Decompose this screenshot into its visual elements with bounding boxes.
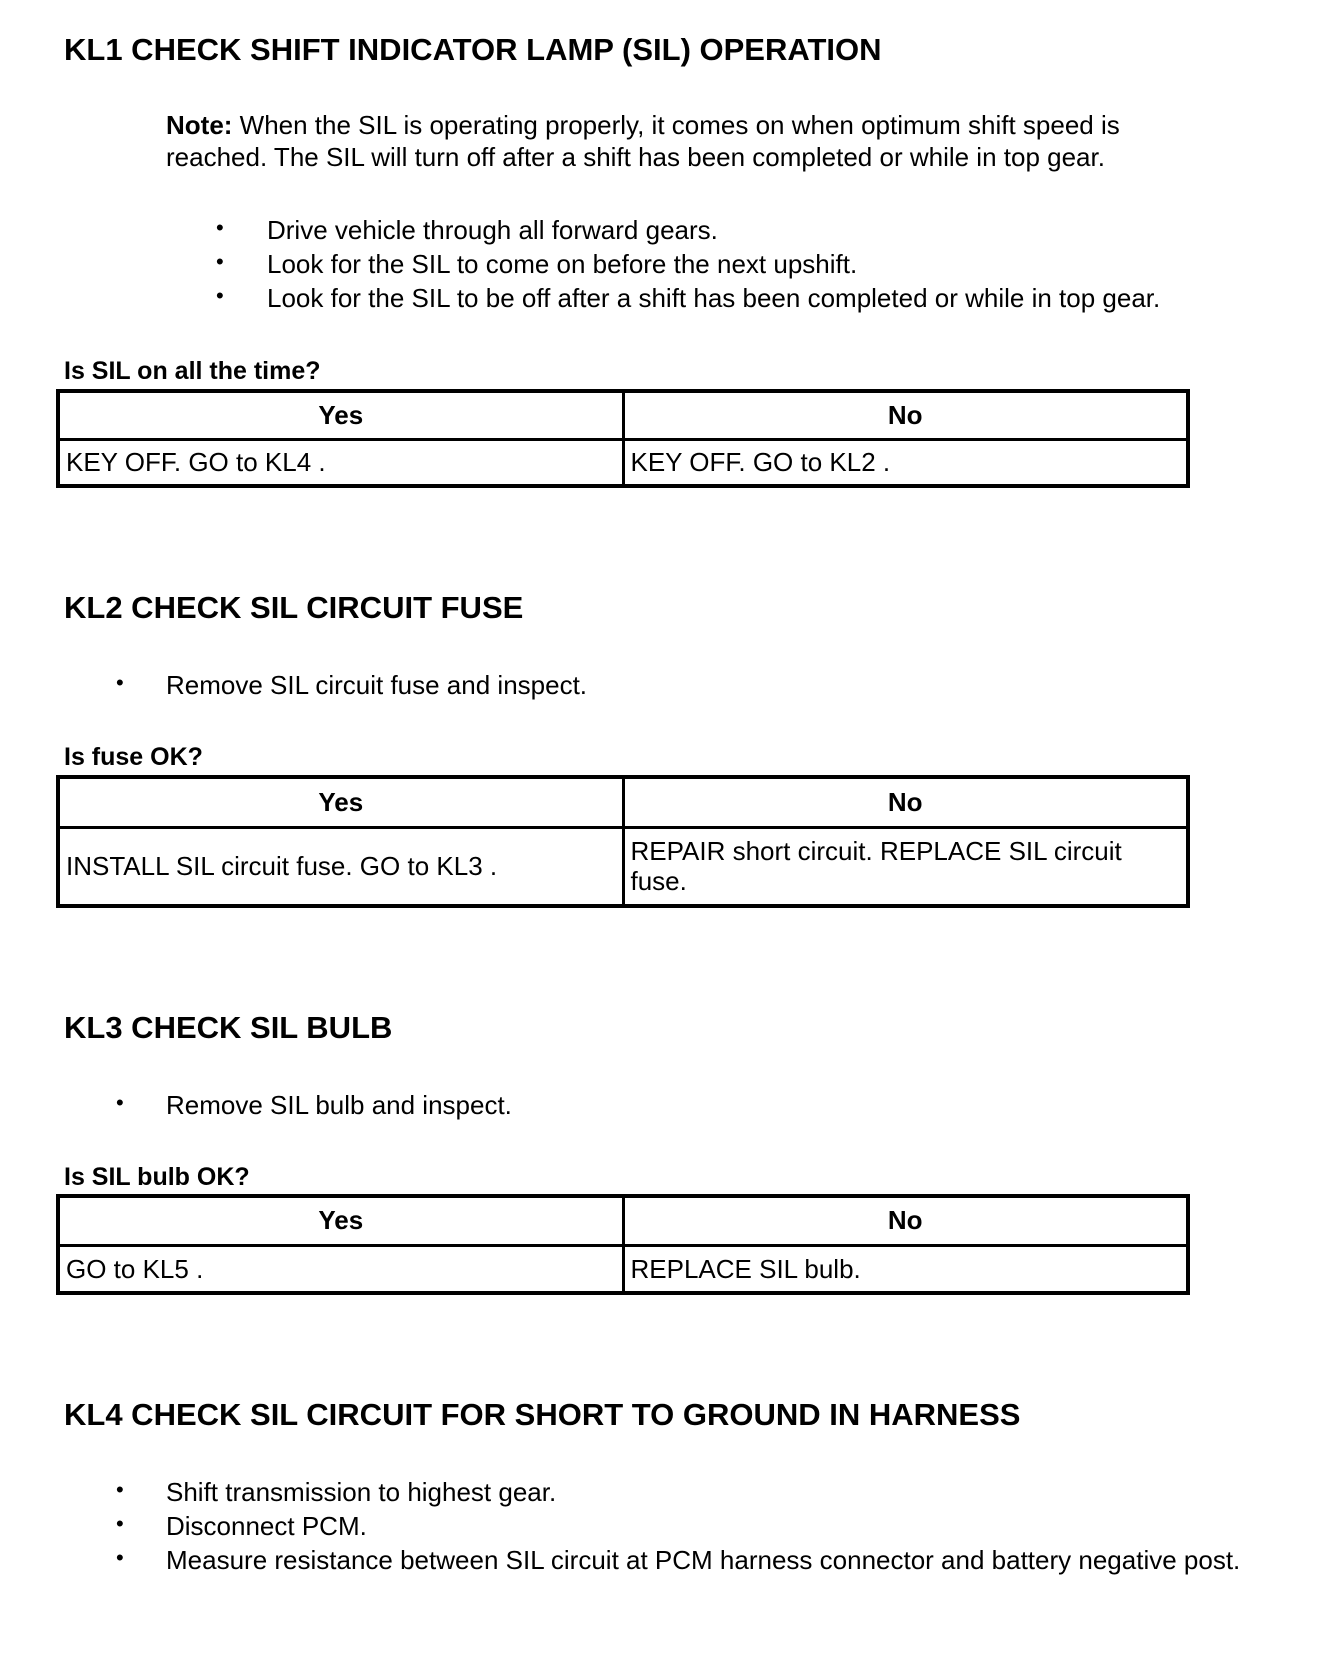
kl1-note: Note: When the SIL is operating properly… — [166, 109, 1226, 173]
kl3-question: Is SIL bulb OK? — [64, 1163, 250, 1191]
bullet-icon: • — [116, 1511, 124, 1536]
bullet-icon: • — [116, 670, 124, 695]
kl2-decision-table: Yes No INSTALL SIL circuit fuse. GO to KL… — [56, 775, 1190, 908]
bullet-icon: • — [216, 249, 224, 274]
kl3-bullet: Remove SIL bulb and inspect. — [166, 1090, 512, 1120]
note-text: When the SIL is operating properly, it c… — [166, 110, 1120, 172]
bullet-icon: • — [116, 1090, 124, 1115]
no-header: No — [621, 1194, 1190, 1247]
kl4-title: KL4 CHECK SIL CIRCUIT FOR SHORT TO GROUN… — [64, 1397, 1021, 1432]
no-header: No — [621, 775, 1190, 829]
kl1-title: KL1 CHECK SHIFT INDICATOR LAMP (SIL) OPE… — [64, 32, 882, 67]
no-header: No — [621, 389, 1190, 441]
no-action: REPLACE SIL bulb. — [621, 1243, 1190, 1295]
bullet-icon: • — [116, 1545, 124, 1570]
kl4-bullet: Measure resistance between SIL circuit a… — [166, 1545, 1241, 1575]
yes-header: Yes — [56, 389, 625, 441]
bullet-icon: • — [116, 1477, 124, 1502]
yes-action: INSTALL SIL circuit fuse. GO to KL3 . — [56, 825, 625, 908]
yes-header: Yes — [56, 775, 625, 829]
kl4-bullet: Disconnect PCM. — [166, 1511, 367, 1541]
bullet-icon: • — [216, 215, 224, 240]
kl1-bullet: Look for the SIL to be off after a shift… — [267, 283, 1161, 313]
kl2-question: Is fuse OK? — [64, 743, 203, 771]
kl1-question: Is SIL on all the time? — [64, 357, 321, 385]
no-action: REPAIR short circuit. REPLACE SIL circui… — [621, 825, 1190, 908]
kl1-bullet: Drive vehicle through all forward gears. — [267, 215, 718, 245]
yes-action: KEY OFF. GO to KL4 . — [56, 437, 625, 488]
kl3-decision-table: Yes No GO to KL5 . REPLACE SIL bulb. — [56, 1194, 1190, 1295]
kl2-bullet: Remove SIL circuit fuse and inspect. — [166, 670, 588, 700]
kl3-title: KL3 CHECK SIL BULB — [64, 1010, 393, 1045]
kl4-bullet: Shift transmission to highest gear. — [166, 1477, 557, 1507]
yes-header: Yes — [56, 1194, 625, 1247]
note-label: Note: — [166, 110, 233, 140]
kl1-bullet: Look for the SIL to come on before the n… — [267, 249, 858, 279]
kl1-decision-table: Yes No KEY OFF. GO to KL4 . KEY OFF. GO to… — [56, 389, 1190, 488]
kl2-title: KL2 CHECK SIL CIRCUIT FUSE — [64, 590, 524, 625]
yes-action: GO to KL5 . — [56, 1243, 625, 1295]
bullet-icon: • — [216, 283, 224, 308]
no-action: KEY OFF. GO to KL2 . — [621, 437, 1190, 488]
